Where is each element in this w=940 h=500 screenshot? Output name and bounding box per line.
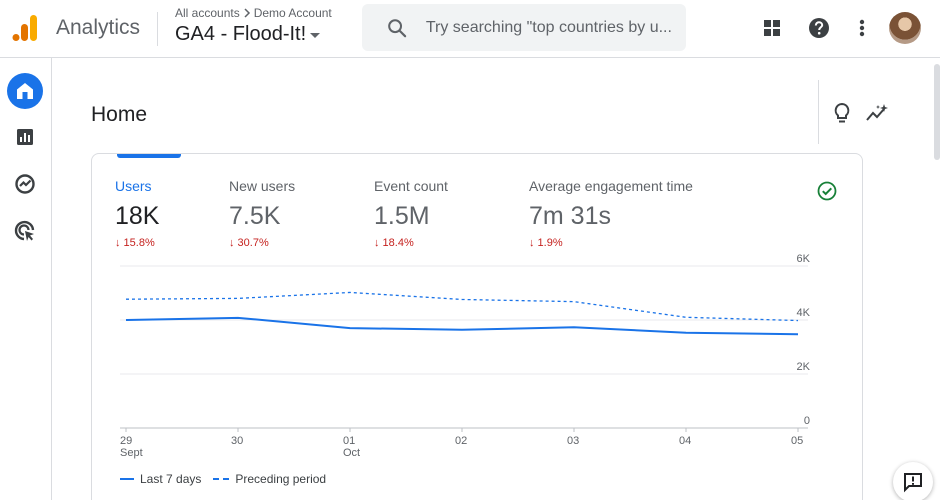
x-tick-label: 04 bbox=[679, 435, 691, 447]
overview-card: Users 18K ↓ 15.8% New users 7.5K ↓ 30.7%… bbox=[91, 153, 863, 500]
metric-change: ↓ 15.8% bbox=[115, 237, 155, 249]
nav-explore[interactable] bbox=[7, 166, 43, 202]
search-input[interactable] bbox=[425, 18, 686, 37]
breadcrumb-account: Demo Account bbox=[253, 6, 332, 20]
legend-solid-swatch bbox=[120, 478, 134, 480]
scrollbar[interactable] bbox=[934, 64, 940, 160]
nav-home[interactable] bbox=[7, 73, 43, 109]
chevron-right-icon bbox=[244, 8, 250, 18]
legend-item-preceding-period: Preceding period bbox=[235, 472, 327, 486]
top-bar: Analytics All accounts Demo Account GA4 … bbox=[0, 0, 940, 58]
avatar[interactable] bbox=[889, 12, 921, 44]
metric-tab-event-count[interactable]: Event count 1.5M ↓ 18.4% bbox=[374, 178, 448, 249]
app-name: Analytics bbox=[56, 16, 141, 39]
sidebar bbox=[0, 58, 52, 500]
data-point bbox=[347, 325, 353, 331]
header-divider bbox=[157, 12, 158, 46]
explore-icon bbox=[15, 174, 35, 194]
x-tick-label: 29 bbox=[120, 435, 132, 447]
metric-tab-new-users[interactable]: New users 7.5K ↓ 30.7% bbox=[229, 178, 295, 249]
search-icon bbox=[388, 18, 407, 37]
apps-grid-icon[interactable] bbox=[760, 16, 784, 40]
data-point bbox=[683, 314, 689, 320]
x-tick-label: 01 bbox=[343, 435, 355, 447]
nav-reports[interactable] bbox=[7, 119, 43, 155]
data-point bbox=[571, 299, 577, 305]
check-circle-icon[interactable] bbox=[817, 181, 837, 201]
metric-change: ↓ 18.4% bbox=[374, 237, 414, 249]
data-point bbox=[235, 295, 241, 301]
breadcrumb-root: All accounts bbox=[175, 6, 240, 20]
property-name: GA4 - Flood-It! bbox=[175, 23, 307, 45]
search-bar[interactable] bbox=[362, 4, 686, 51]
sparkle-trend-icon[interactable] bbox=[865, 101, 889, 125]
metric-label: Users bbox=[115, 178, 152, 194]
metric-label: Average engagement time bbox=[529, 178, 693, 194]
breadcrumb[interactable]: All accounts Demo Account bbox=[175, 6, 332, 20]
series-line-last-7-days bbox=[125, 316, 799, 336]
y-tick-label: 0 bbox=[804, 415, 810, 427]
feedback-icon bbox=[904, 473, 922, 493]
data-point bbox=[795, 318, 801, 324]
metric-value: 7.5K bbox=[229, 202, 281, 230]
data-point bbox=[123, 317, 129, 323]
chart-legend: Last 7 days Preceding period bbox=[120, 472, 326, 486]
metric-label: Event count bbox=[374, 178, 448, 194]
data-point bbox=[795, 331, 801, 337]
page-title: Home bbox=[91, 103, 148, 126]
reports-icon bbox=[17, 129, 33, 145]
y-tick-label: 2K bbox=[797, 361, 811, 373]
legend-dashed-swatch bbox=[213, 478, 230, 480]
data-point bbox=[347, 289, 353, 295]
metric-value: 1.5M bbox=[374, 202, 430, 230]
data-point bbox=[459, 296, 465, 302]
data-point bbox=[123, 296, 129, 302]
y-tick-label: 6K bbox=[797, 253, 811, 265]
series-line-preceding-period bbox=[125, 291, 799, 322]
more-vert-icon[interactable] bbox=[850, 16, 874, 40]
data-point bbox=[235, 315, 241, 321]
metric-label: New users bbox=[229, 178, 296, 194]
data-point bbox=[571, 324, 577, 330]
selected-tab-indicator bbox=[117, 154, 181, 158]
feedback-button[interactable] bbox=[893, 462, 933, 500]
metric-value: 7m 31s bbox=[529, 202, 611, 230]
nav-advertising[interactable] bbox=[7, 213, 43, 249]
legend-item-last-7-days: Last 7 days bbox=[140, 472, 202, 486]
metric-tab-engagement-time[interactable]: Average engagement time 7m 31s ↓ 1.9% bbox=[529, 178, 693, 249]
x-tick-sublabel: Sept bbox=[120, 447, 143, 459]
caret-down-icon bbox=[310, 33, 321, 38]
x-tick-label: 03 bbox=[567, 435, 579, 447]
metric-tab-users[interactable]: Users 18K ↓ 15.8% bbox=[115, 178, 159, 249]
metric-change: ↓ 30.7% bbox=[229, 237, 269, 249]
property-selector[interactable]: GA4 - Flood-It! bbox=[175, 23, 321, 46]
metric-value: 18K bbox=[115, 202, 160, 230]
header-divider-vertical bbox=[818, 80, 819, 144]
x-tick-label: 02 bbox=[455, 435, 467, 447]
x-tick-label: 05 bbox=[791, 435, 803, 447]
data-point bbox=[683, 330, 689, 336]
analytics-logo-icon[interactable] bbox=[12, 14, 38, 42]
help-icon[interactable] bbox=[807, 16, 831, 40]
y-tick-label: 4K bbox=[797, 307, 811, 319]
x-tick-label: 30 bbox=[231, 435, 243, 447]
advertising-icon bbox=[14, 220, 35, 241]
lightbulb-icon[interactable] bbox=[830, 101, 854, 125]
home-icon bbox=[17, 83, 33, 99]
metric-change: ↓ 1.9% bbox=[529, 237, 563, 249]
data-point bbox=[459, 327, 465, 333]
x-tick-sublabel: Oct bbox=[343, 447, 360, 459]
